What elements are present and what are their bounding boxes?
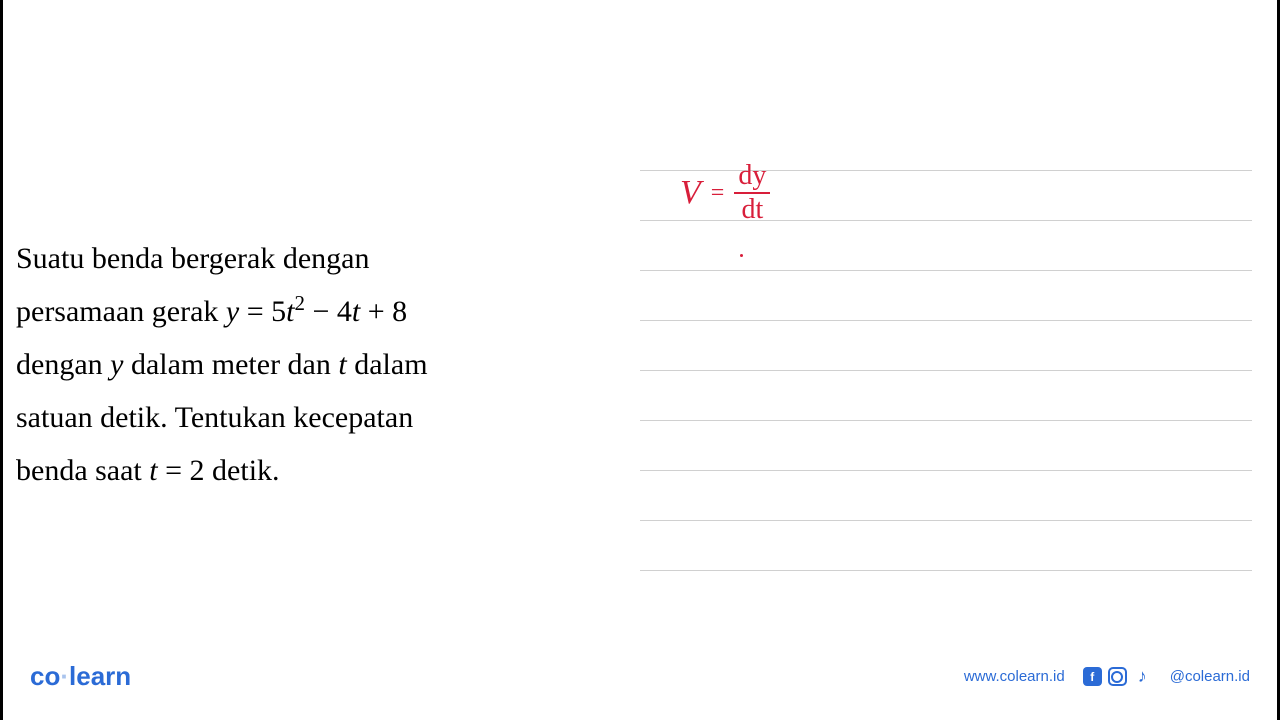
math-exp: 2 — [294, 291, 305, 315]
logo-part: learn — [69, 661, 131, 691]
text-line: dengan — [16, 348, 110, 381]
handwriting-v: V — [680, 174, 701, 212]
handwritten-formula: V = dy dt — [680, 162, 770, 224]
math-var: t — [149, 454, 157, 487]
text-line: benda saat — [16, 454, 149, 487]
fraction-numerator: dy — [734, 162, 770, 194]
ruled-line — [640, 270, 1252, 271]
math-var: t — [338, 348, 346, 381]
math-part: − 4 — [305, 295, 352, 328]
text-line: dalam — [347, 348, 428, 381]
math-part: + 8 — [360, 295, 407, 328]
fraction-denominator: dt — [741, 194, 763, 224]
social-icons: f ♪ — [1083, 667, 1152, 686]
notebook-area — [640, 170, 1252, 620]
social-handle: @colearn.id — [1170, 668, 1250, 685]
math-part: = 5 — [239, 295, 286, 328]
ruled-line — [640, 420, 1252, 421]
logo-separator: · — [60, 661, 69, 691]
ruled-line — [640, 470, 1252, 471]
ruled-line — [640, 570, 1252, 571]
ruled-line — [640, 370, 1252, 371]
footer-right: www.colearn.id f ♪ @colearn.id — [964, 667, 1250, 686]
tiktok-icon: ♪ — [1133, 667, 1152, 686]
handwriting-equals: = — [711, 180, 725, 207]
website-url: www.colearn.id — [964, 668, 1065, 685]
handwriting-fraction: dy dt — [734, 162, 770, 224]
text-line: dalam meter dan — [123, 348, 338, 381]
facebook-icon: f — [1083, 667, 1102, 686]
instagram-icon — [1108, 667, 1127, 686]
text-line: persamaan gerak — [16, 295, 226, 328]
brand-logo: co·learn — [30, 661, 131, 692]
handwriting-dot — [740, 254, 743, 257]
ruled-line — [640, 320, 1252, 321]
text-line: satuan detik. Tentukan kecepatan — [16, 401, 413, 434]
text-line: Suatu benda bergerak dengan — [16, 242, 369, 275]
math-var: y — [110, 348, 123, 381]
footer: co·learn www.colearn.id f ♪ @colearn.id — [30, 661, 1250, 692]
logo-part: co — [30, 661, 60, 691]
ruled-line — [640, 520, 1252, 521]
math-var: t — [352, 295, 360, 328]
math-var: y — [226, 295, 239, 328]
problem-text: Suatu benda bergerak dengan persamaan ge… — [16, 232, 596, 497]
math-part: = 2 detik. — [158, 454, 280, 487]
